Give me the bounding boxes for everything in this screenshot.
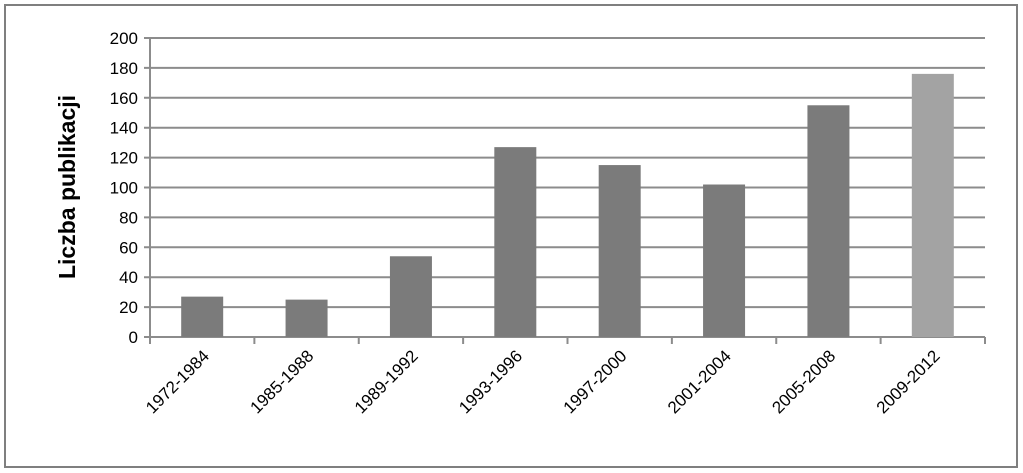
bar	[494, 147, 537, 337]
y-tick-label: 100	[110, 179, 138, 198]
y-tick-label: 140	[110, 119, 138, 138]
y-tick-label: 160	[110, 89, 138, 108]
y-tick-label: 40	[119, 268, 138, 287]
y-tick-label: 120	[110, 149, 138, 168]
bar	[285, 299, 328, 337]
y-tick-label: 200	[110, 29, 138, 48]
bar	[181, 296, 224, 337]
bar	[807, 105, 850, 338]
y-tick-label: 180	[110, 59, 138, 78]
bar	[911, 73, 954, 337]
bar	[598, 165, 641, 337]
y-tick-label: 0	[129, 328, 138, 347]
y-tick-label: 60	[119, 238, 138, 257]
bar	[703, 184, 746, 337]
y-tick-label: 20	[119, 298, 138, 317]
y-tick-label: 80	[119, 208, 138, 227]
bar	[389, 256, 432, 337]
y-axis-label: Liczba publikacji	[54, 95, 80, 279]
